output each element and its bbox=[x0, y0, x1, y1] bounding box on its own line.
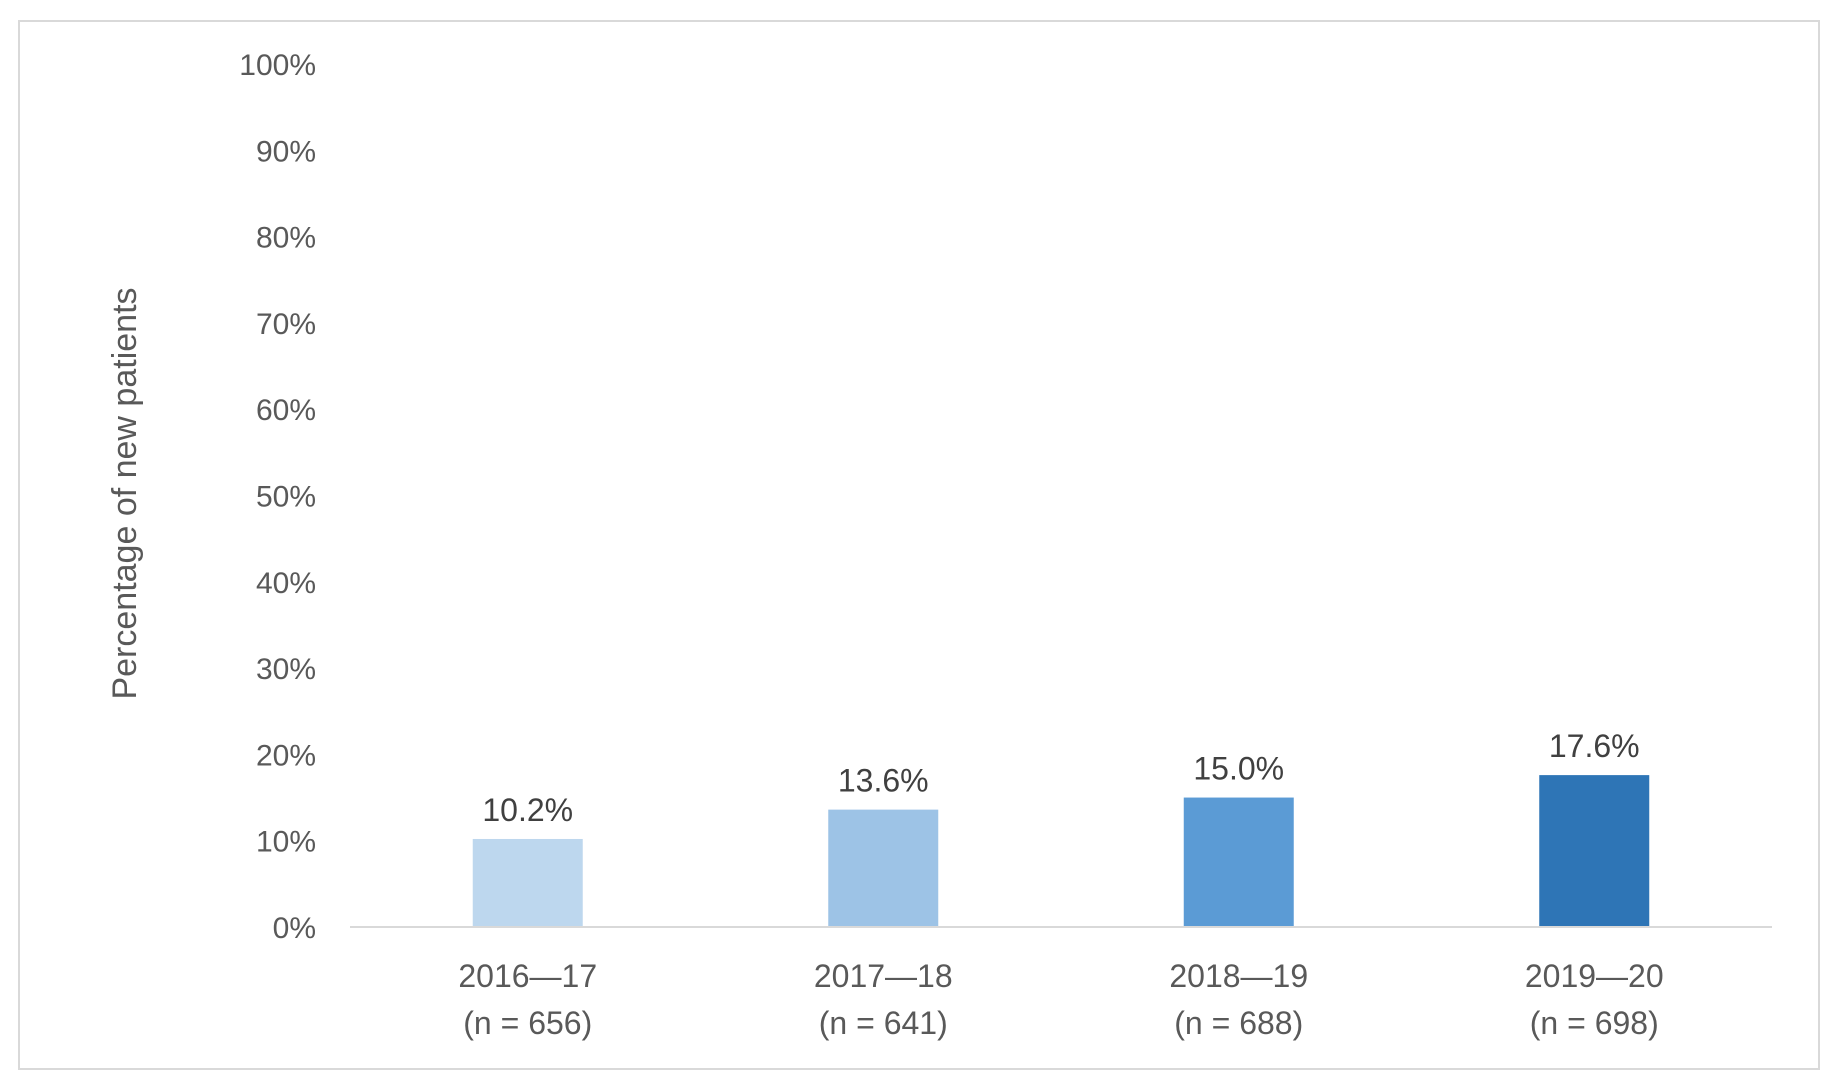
x-tick-sample-size: (n = 641) bbox=[819, 1005, 948, 1041]
y-tick-label: 50% bbox=[256, 481, 316, 514]
x-tick-label: 2017—18 bbox=[814, 958, 953, 994]
data-label: 15.0% bbox=[1193, 751, 1284, 787]
x-tick-sample-size: (n = 688) bbox=[1174, 1005, 1303, 1041]
y-axis-title: Percentage of new patients bbox=[106, 287, 144, 699]
bar bbox=[828, 809, 939, 927]
y-tick-label: 60% bbox=[256, 394, 316, 427]
y-tick-label: 0% bbox=[273, 912, 316, 945]
y-axis-ticks: 0% 10% 20% 30% 40% 50% 60% 70% 80% 90% 100% bbox=[239, 49, 316, 945]
x-tick-sample-size: (n = 698) bbox=[1530, 1005, 1659, 1041]
x-tick-label: 2019—20 bbox=[1525, 958, 1664, 994]
x-tick-label: 2016—17 bbox=[458, 958, 597, 994]
x-tick-label: 2018—19 bbox=[1169, 958, 1308, 994]
data-label: 17.6% bbox=[1549, 728, 1640, 764]
data-label: 10.2% bbox=[482, 792, 573, 828]
y-tick-label: 70% bbox=[256, 308, 316, 341]
y-tick-label: 40% bbox=[256, 567, 316, 600]
bar bbox=[1183, 797, 1294, 927]
bars: 10.2% 13.6% 15.0% 17.6% bbox=[472, 728, 1650, 927]
y-tick-label: 10% bbox=[256, 826, 316, 859]
y-tick-label: 100% bbox=[239, 49, 316, 82]
y-tick-label: 90% bbox=[256, 135, 316, 168]
y-tick-label: 80% bbox=[256, 222, 316, 255]
bar bbox=[1539, 775, 1650, 927]
x-axis-labels: 2016—17 (n = 656) 2017—18 (n = 641) 2018—19 (… bbox=[458, 958, 1663, 1041]
data-label: 13.6% bbox=[838, 763, 929, 799]
y-tick-label: 30% bbox=[256, 653, 316, 686]
y-tick-label: 20% bbox=[256, 739, 316, 772]
x-tick-sample-size: (n = 656) bbox=[463, 1005, 592, 1041]
bar bbox=[472, 838, 583, 927]
